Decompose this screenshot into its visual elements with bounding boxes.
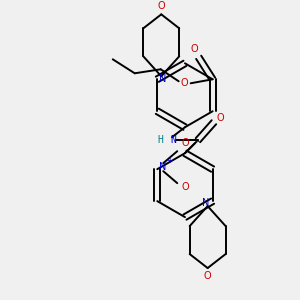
Text: O: O — [182, 182, 189, 192]
Text: O: O — [204, 271, 212, 281]
Text: O: O — [158, 2, 165, 11]
Text: N: N — [202, 198, 210, 208]
Text: O: O — [191, 44, 199, 54]
Text: H: H — [157, 135, 163, 145]
Text: O: O — [182, 138, 189, 148]
Text: O: O — [216, 113, 224, 123]
Text: N: N — [159, 162, 167, 172]
Text: -: - — [195, 135, 200, 148]
Text: N: N — [170, 135, 176, 145]
Text: N: N — [159, 74, 167, 84]
Text: +: + — [166, 156, 172, 165]
Text: O: O — [181, 78, 188, 88]
